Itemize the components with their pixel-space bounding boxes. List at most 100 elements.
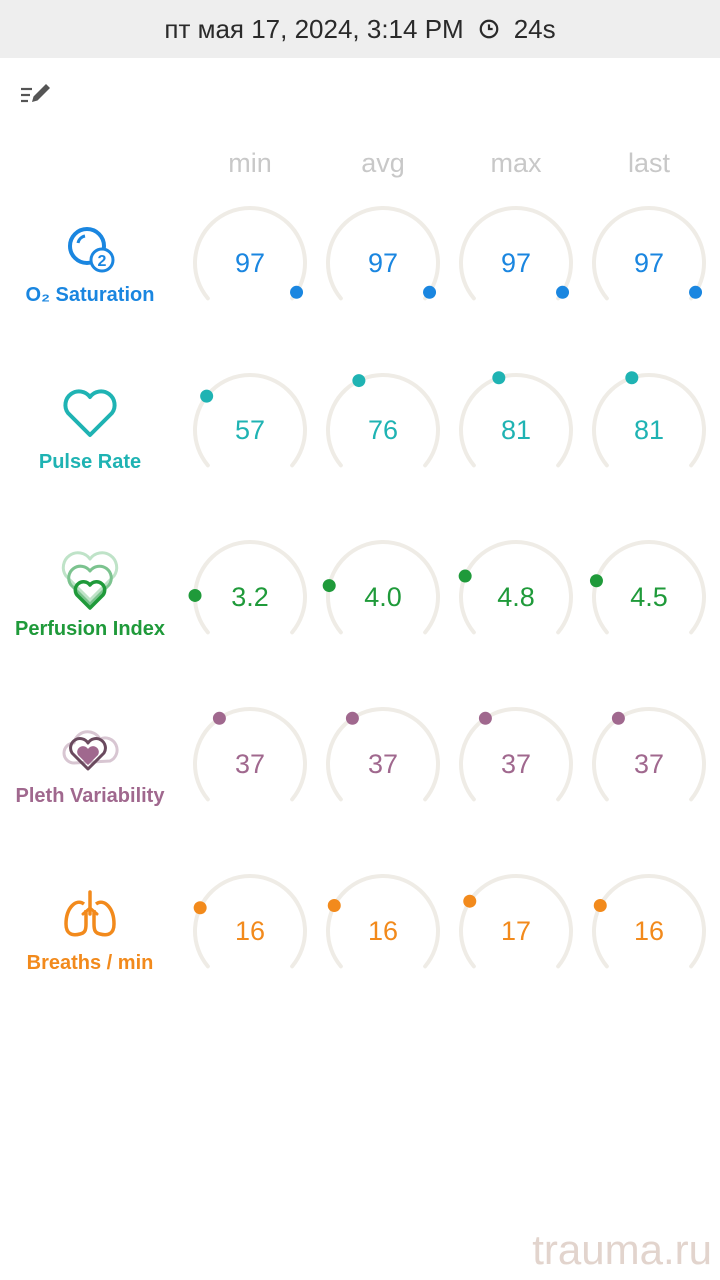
gauge-value: 16: [367, 916, 399, 946]
gauge-ring: [188, 540, 307, 635]
gauge-ring: [459, 874, 573, 969]
gauge-marker: [290, 285, 304, 299]
lungs-icon: [64, 890, 116, 937]
gauge-track: [592, 206, 706, 301]
gauge-max: 81: [456, 371, 576, 483]
gauge-ring: [193, 874, 307, 969]
metric-row-perfusion-index[interactable]: Perfusion Index 3.2 4.0 4.8 4.5: [0, 540, 720, 690]
gauge-value: 16: [234, 916, 266, 946]
metric-row-pulse-rate[interactable]: Pulse Rate 57 76 81 81: [0, 371, 720, 523]
gauge-ring: [326, 373, 440, 468]
gauge-ring: [589, 540, 706, 635]
gauge-ring: [592, 874, 706, 969]
gauge-max: 17: [456, 874, 576, 984]
datetime-text: пт мая 17, 2024, 3:14 PM: [164, 13, 464, 44]
gauge-min: 37: [190, 707, 310, 817]
gauge-marker: [200, 389, 214, 403]
metric-label-perfusion-index: Perfusion Index: [0, 540, 180, 650]
gauge-ring: [326, 874, 440, 969]
gauge-marker: [352, 374, 366, 388]
list-edit-icon: [21, 84, 50, 103]
metric-row-pleth-variability[interactable]: Pleth Variability 37 37 37 37: [0, 707, 720, 857]
gauge-track: [193, 707, 307, 802]
gauge-marker: [589, 574, 603, 588]
metric-name: O₂ Saturation: [25, 284, 155, 306]
gauge-track: [592, 707, 706, 802]
gauge-track: [193, 874, 307, 969]
gauge-track: [193, 206, 307, 301]
metric-label-pulse-rate: Pulse Rate: [0, 373, 180, 483]
gauge-ring: [592, 371, 706, 468]
gauge-value: 97: [367, 248, 399, 278]
gauge-track: [459, 874, 573, 969]
gauge-max: 4.8: [456, 540, 576, 650]
gauge-track: [592, 373, 706, 468]
gauge-track: [459, 373, 573, 468]
heart-icon: [63, 389, 117, 437]
gauge-last: 81: [589, 371, 709, 483]
gauge-value: 57: [234, 415, 266, 445]
gauge-last: 97: [589, 206, 709, 316]
gauge-track: [326, 874, 440, 969]
gauge-value: 37: [234, 749, 266, 779]
gauge-track: [592, 540, 706, 635]
gauge-ring: [326, 206, 440, 301]
gauge-value: 3.2: [231, 582, 269, 612]
gauge-ring: [193, 206, 307, 301]
metric-row-breaths-per-min[interactable]: Breaths / min 16 16 17 16: [0, 874, 720, 1024]
edit-list-button[interactable]: [16, 76, 56, 112]
gauge-value: 76: [367, 415, 399, 445]
gauge-marker: [492, 371, 506, 385]
gauge-marker: [212, 711, 226, 725]
gauge-marker: [556, 285, 570, 299]
gauge-ring: [193, 373, 307, 468]
gauge-track: [326, 206, 440, 301]
gauge-track: [459, 206, 573, 301]
gauge-marker: [478, 711, 492, 725]
metric-label-o2-saturation: 2 O₂ Saturation: [0, 206, 180, 316]
status-header: пт мая 17, 2024, 3:14 PM 24s: [0, 0, 720, 58]
gauge-track: [326, 707, 440, 802]
gauge-value: 81: [633, 415, 665, 445]
gauge-marker: [322, 579, 336, 593]
gauge-ring: [592, 707, 706, 802]
gauge-value: 97: [500, 248, 532, 278]
gauge-value: 37: [633, 749, 665, 779]
column-header-last: last: [627, 148, 671, 178]
gauge-track: [459, 540, 573, 635]
gauge-track: [326, 540, 440, 635]
watermark: trauma.ru: [532, 1226, 712, 1273]
column-header-min: min: [228, 148, 272, 178]
gauge-track: [193, 373, 307, 468]
gauge-ring: [459, 371, 573, 468]
gauge-max: 37: [456, 707, 576, 817]
duration-text: 24s: [513, 13, 556, 44]
gauge-last: 37: [589, 707, 709, 817]
gauge-avg: 16: [323, 874, 443, 984]
gauge-ring: [326, 707, 440, 802]
gauge-max: 97: [456, 206, 576, 316]
column-header-max: max: [490, 148, 542, 178]
gauge-min: 57: [190, 373, 310, 483]
gauge-value: 17: [500, 916, 532, 946]
gauge-value: 37: [367, 749, 399, 779]
gauge-value: 4.8: [497, 582, 535, 612]
gauge-ring: [459, 707, 573, 802]
gauge-ring: [193, 707, 307, 802]
o2-saturation-icon: 2: [68, 227, 115, 273]
gauge-marker: [625, 371, 639, 385]
gauge-avg: 97: [323, 206, 443, 316]
metric-label-pleth-variability: Pleth Variability: [0, 707, 180, 817]
metric-label-breaths-per-min: Breaths / min: [0, 874, 180, 984]
gauge-value: 97: [234, 248, 266, 278]
metric-row-o2-saturation[interactable]: 2 O₂ Saturation 97 97 97 97: [0, 206, 720, 356]
gauge-last: 16: [589, 874, 709, 984]
gauge-marker: [327, 899, 341, 913]
gauge-marker: [188, 588, 202, 602]
perfusion-hearts-icon: [61, 551, 119, 610]
gauge-marker: [193, 901, 207, 915]
gauge-avg: 4.0: [322, 540, 443, 650]
pleth-cloud-heart-icon: [62, 730, 119, 771]
gauge-marker: [593, 899, 607, 913]
gauge-value: 16: [633, 916, 665, 946]
